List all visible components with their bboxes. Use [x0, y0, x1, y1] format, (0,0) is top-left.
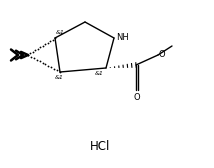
- Text: &1: &1: [56, 30, 65, 35]
- Text: &1: &1: [95, 71, 104, 76]
- Text: O: O: [159, 50, 166, 59]
- Text: O: O: [134, 93, 141, 102]
- Text: &1: &1: [55, 75, 63, 80]
- Text: HCl: HCl: [90, 139, 110, 153]
- Text: NH: NH: [116, 32, 129, 41]
